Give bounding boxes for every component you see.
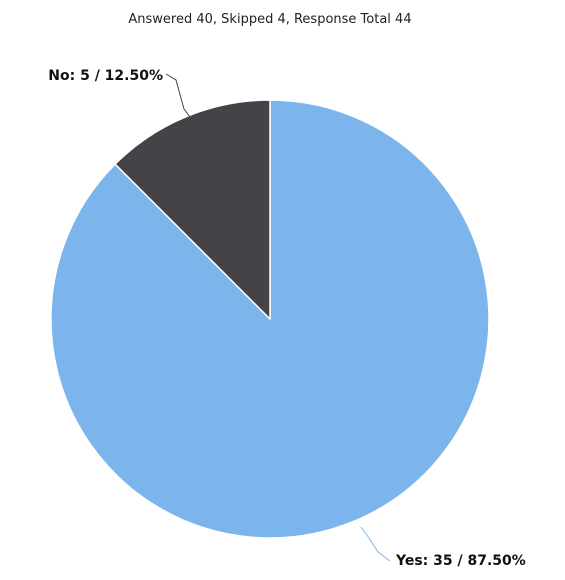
slice-connectors [165, 73, 391, 562]
chart-subtitle: Answered 40, Skipped 4, Response Total 4… [128, 12, 411, 27]
pie-slices [50, 99, 490, 539]
pie-slice-no[interactable] [114, 99, 271, 320]
slice-label-yes: Yes: 35 / 87.50% [395, 553, 526, 569]
connector-no [165, 73, 191, 118]
slice-label-no: No: 5 / 12.50% [48, 68, 163, 84]
connector-yes [360, 526, 391, 562]
slice-labels: Yes: 35 / 87.50% No: 5 / 12.50% [48, 68, 526, 569]
